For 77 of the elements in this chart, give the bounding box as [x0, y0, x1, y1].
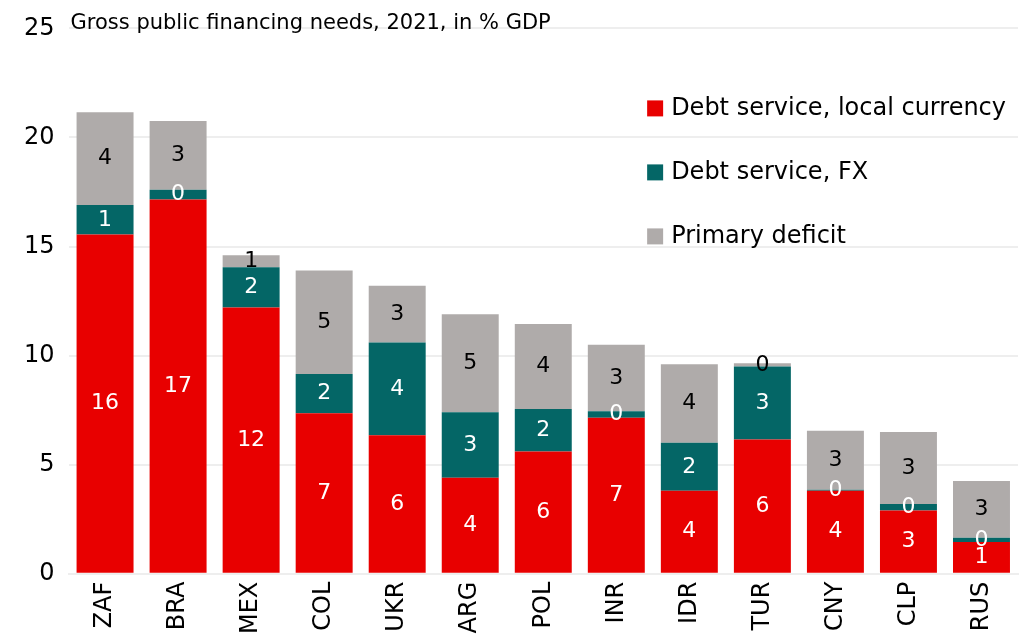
x-tick-label: IDR: [673, 581, 702, 624]
x-tick-label: ARG: [454, 581, 483, 634]
data-label: 2: [317, 379, 332, 405]
data-label: 3: [974, 495, 989, 521]
bar: [76, 234, 134, 573]
x-tick-label: MEX: [235, 581, 264, 634]
y-tick-label: 20: [23, 121, 55, 150]
data-label: 3: [609, 363, 624, 389]
data-label: 1: [244, 246, 259, 272]
data-label: 6: [390, 489, 405, 515]
data-label: 4: [828, 517, 843, 543]
bar: [76, 112, 134, 206]
data-label: 7: [317, 478, 332, 504]
y-tick-label: 5: [39, 448, 55, 477]
data-label: 3: [828, 445, 843, 471]
data-label: 3: [171, 141, 186, 167]
data-label: 3: [463, 430, 478, 456]
data-label: 3: [901, 453, 916, 479]
bar: [368, 435, 426, 573]
y-tick-label: 10: [23, 339, 55, 368]
data-label: 12: [237, 425, 266, 451]
x-tick-label: CLP: [892, 581, 921, 627]
x-tick-label: CNY: [819, 581, 848, 632]
bar: [441, 314, 499, 413]
bar: [76, 205, 134, 235]
x-tick-label: COL: [308, 581, 337, 631]
data-label: 7: [609, 480, 624, 506]
x-tick-label: ZAF: [89, 581, 118, 629]
data-label: 4: [463, 510, 478, 536]
bar: [295, 413, 353, 573]
data-label: 4: [536, 352, 551, 378]
bar: [441, 477, 499, 573]
y-tick-label: 25: [23, 12, 55, 41]
data-label: 1: [98, 205, 113, 231]
data-label: 4: [390, 374, 405, 400]
x-tick-label: BRA: [162, 581, 191, 631]
bar: [660, 490, 718, 573]
data-label: 4: [98, 144, 113, 170]
x-tick-label: POL: [527, 581, 556, 629]
data-label: 3: [901, 527, 916, 553]
bar: [514, 409, 572, 452]
bar: [222, 267, 280, 308]
data-label: 5: [463, 348, 478, 374]
data-label: 16: [91, 389, 120, 415]
data-label: 3: [755, 388, 770, 414]
bar: [295, 270, 353, 375]
bar: [733, 439, 791, 573]
data-label: 2: [536, 416, 551, 441]
data-label: 2: [244, 273, 259, 299]
bar: [295, 374, 353, 414]
bar: [514, 451, 572, 573]
bar: [149, 199, 207, 573]
data-label: 6: [536, 497, 551, 523]
bar: [368, 285, 426, 343]
bar: [514, 323, 572, 410]
bar: [441, 412, 499, 478]
chart-title: Gross public financing needs, 2021, in % GDP: [70, 10, 551, 35]
bar: [222, 307, 280, 573]
y-tick-label: 15: [23, 230, 55, 259]
legend-label: Debt service, local currency: [671, 92, 1007, 121]
data-label: 3: [390, 299, 405, 325]
data-label: 17: [164, 371, 193, 397]
x-tick-label: TUR: [746, 581, 775, 632]
data-label: 5: [317, 308, 332, 334]
bar: [368, 342, 426, 436]
bar: [660, 364, 718, 443]
data-label: 6: [755, 491, 770, 517]
data-label: 2: [682, 452, 697, 478]
x-tick-label: INR: [600, 581, 629, 624]
data-label: 4: [682, 517, 697, 543]
legend-label: Debt service, FX: [671, 156, 869, 185]
x-tick-label: UKR: [381, 581, 410, 632]
bar: [660, 442, 718, 491]
x-tick-label: RUS: [965, 581, 994, 632]
y-tick-label: 0: [39, 557, 55, 586]
data-label: 4: [682, 389, 697, 415]
legend-label: Primary deficit: [671, 220, 846, 249]
